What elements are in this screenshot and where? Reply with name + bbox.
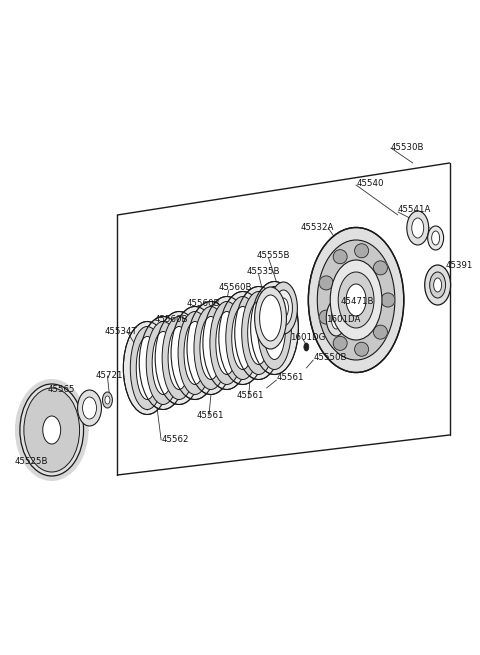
Ellipse shape	[178, 312, 212, 394]
Ellipse shape	[326, 300, 346, 336]
Ellipse shape	[216, 312, 238, 375]
Text: 45541A: 45541A	[398, 206, 431, 214]
Text: 45534T: 45534T	[105, 328, 137, 337]
Circle shape	[355, 343, 369, 356]
Ellipse shape	[232, 307, 253, 369]
Ellipse shape	[346, 284, 366, 316]
Ellipse shape	[162, 316, 196, 400]
Ellipse shape	[78, 390, 101, 426]
Ellipse shape	[248, 301, 270, 364]
Ellipse shape	[123, 322, 171, 415]
Ellipse shape	[146, 322, 180, 405]
Ellipse shape	[258, 286, 291, 369]
Ellipse shape	[210, 301, 244, 384]
Ellipse shape	[155, 312, 203, 405]
Ellipse shape	[105, 396, 110, 404]
Text: 45561: 45561	[237, 392, 264, 400]
Circle shape	[373, 261, 387, 275]
Ellipse shape	[412, 218, 424, 238]
Ellipse shape	[139, 316, 187, 409]
Text: 45562: 45562	[161, 436, 189, 445]
Text: 45560B: 45560B	[154, 316, 188, 324]
Ellipse shape	[331, 307, 341, 329]
Ellipse shape	[219, 291, 266, 384]
Ellipse shape	[278, 298, 288, 318]
Ellipse shape	[264, 297, 286, 360]
Circle shape	[333, 336, 347, 350]
Circle shape	[381, 293, 395, 307]
Ellipse shape	[275, 290, 292, 326]
Text: 45721: 45721	[96, 371, 123, 379]
Text: 45471B: 45471B	[340, 297, 373, 307]
Text: 45550B: 45550B	[313, 354, 347, 362]
Text: 45560B: 45560B	[219, 284, 252, 293]
Ellipse shape	[171, 307, 219, 400]
Text: 45525B: 45525B	[15, 457, 48, 466]
Ellipse shape	[200, 316, 222, 379]
Ellipse shape	[430, 272, 445, 298]
Circle shape	[355, 244, 369, 258]
Ellipse shape	[407, 211, 429, 245]
Ellipse shape	[330, 260, 382, 340]
Ellipse shape	[270, 282, 298, 334]
Ellipse shape	[304, 343, 309, 351]
Ellipse shape	[235, 286, 282, 379]
Text: 45530B: 45530B	[391, 143, 424, 153]
Circle shape	[333, 250, 347, 264]
Ellipse shape	[260, 295, 281, 341]
Text: 45560B: 45560B	[187, 299, 220, 309]
Ellipse shape	[425, 265, 451, 305]
Ellipse shape	[317, 240, 395, 360]
Ellipse shape	[251, 282, 299, 375]
Ellipse shape	[226, 297, 260, 379]
Ellipse shape	[428, 226, 444, 250]
Ellipse shape	[194, 307, 228, 390]
Text: 45535B: 45535B	[247, 267, 280, 276]
Circle shape	[319, 276, 333, 290]
Ellipse shape	[43, 416, 60, 444]
Ellipse shape	[152, 331, 174, 394]
Ellipse shape	[187, 301, 235, 394]
Text: 45540: 45540	[356, 179, 384, 187]
Circle shape	[373, 325, 387, 339]
Text: 45532A: 45532A	[300, 223, 334, 233]
Text: 45561: 45561	[276, 373, 304, 383]
Ellipse shape	[24, 388, 80, 472]
Ellipse shape	[184, 322, 206, 384]
Ellipse shape	[338, 272, 374, 328]
Text: 45565: 45565	[48, 386, 75, 394]
Ellipse shape	[15, 379, 88, 481]
Ellipse shape	[254, 287, 287, 349]
Text: 45561: 45561	[197, 411, 225, 419]
Text: 45555B: 45555B	[257, 250, 290, 259]
Ellipse shape	[136, 337, 158, 400]
Ellipse shape	[308, 227, 404, 373]
Text: 45391: 45391	[445, 261, 473, 269]
Ellipse shape	[83, 397, 96, 419]
Ellipse shape	[168, 326, 190, 390]
Ellipse shape	[242, 291, 276, 375]
Circle shape	[319, 310, 333, 324]
Ellipse shape	[20, 384, 84, 476]
Ellipse shape	[432, 231, 440, 245]
Ellipse shape	[130, 326, 164, 409]
Text: 1601DG: 1601DG	[290, 333, 326, 343]
Ellipse shape	[102, 392, 112, 408]
Ellipse shape	[433, 278, 442, 292]
Text: 1601DA: 1601DA	[326, 316, 360, 324]
Ellipse shape	[203, 297, 251, 390]
